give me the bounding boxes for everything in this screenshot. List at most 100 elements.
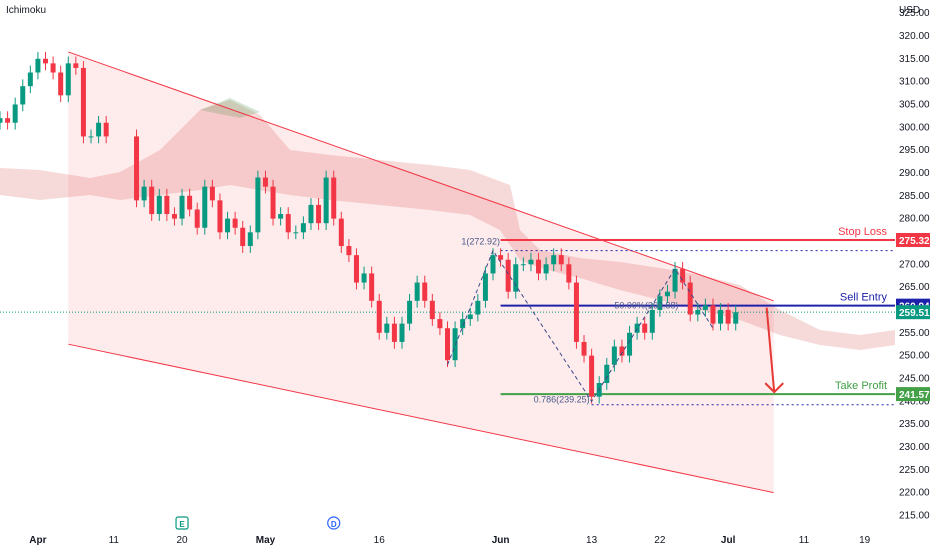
- candle-body[interactable]: [331, 177, 337, 219]
- candle-body[interactable]: [141, 186, 147, 201]
- candle-body[interactable]: [316, 204, 322, 224]
- candle-body[interactable]: [680, 268, 686, 283]
- candle-body[interactable]: [566, 264, 572, 283]
- candle-body[interactable]: [149, 186, 155, 215]
- candle-body[interactable]: [217, 200, 223, 233]
- candle-body[interactable]: [96, 122, 102, 137]
- candle-body[interactable]: [429, 300, 435, 320]
- candle-body[interactable]: [604, 364, 610, 384]
- candle-body[interactable]: [240, 227, 246, 247]
- time-axis[interactable]: Apr 11 20 May 16 Jun 13 22 Jul 11 19 E D: [29, 516, 871, 546]
- candle-body[interactable]: [164, 195, 170, 215]
- candle-body[interactable]: [490, 255, 496, 274]
- candle-body[interactable]: [695, 309, 701, 315]
- candle-body[interactable]: [649, 309, 655, 333]
- candle-body[interactable]: [171, 214, 177, 219]
- candle-body[interactable]: [543, 264, 549, 274]
- candle-body[interactable]: [642, 323, 648, 333]
- candle-body[interactable]: [80, 67, 86, 137]
- candle-body[interactable]: [308, 204, 314, 224]
- trade-levels[interactable]: Stop Loss Sell Entry Take Profit: [0, 226, 895, 406]
- candle-body[interactable]: [346, 246, 352, 256]
- candle-body[interactable]: [589, 355, 595, 397]
- descending-channel[interactable]: [68, 51, 774, 494]
- candle-body[interactable]: [498, 255, 504, 260]
- candle-body[interactable]: [672, 268, 678, 292]
- candle-body[interactable]: [232, 218, 238, 228]
- candle-body[interactable]: [664, 291, 670, 297]
- candle-body[interactable]: [611, 346, 617, 365]
- candle-body[interactable]: [634, 323, 640, 333]
- candle-body[interactable]: [460, 319, 466, 329]
- candle-body[interactable]: [255, 177, 261, 233]
- candle-body[interactable]: [536, 259, 542, 274]
- candle-body[interactable]: [369, 273, 375, 301]
- price-axis[interactable]: 325.00 320.00 315.00 310.00 305.00 300.00 295.…: [896, 8, 930, 521]
- candle-body[interactable]: [437, 319, 443, 329]
- channel-upper-line[interactable]: [68, 51, 774, 302]
- candle-body[interactable]: [513, 264, 519, 292]
- candle-body[interactable]: [558, 255, 564, 265]
- price-badge[interactable]: [896, 232, 930, 247]
- candle-body[interactable]: [300, 223, 306, 233]
- channel-lower-line[interactable]: [68, 343, 774, 494]
- candle-body[interactable]: [209, 186, 215, 201]
- candle-body[interactable]: [445, 328, 450, 361]
- candle-body[interactable]: [475, 300, 481, 315]
- candle-body[interactable]: [338, 218, 344, 247]
- candle-body[interactable]: [520, 264, 526, 266]
- candle-body[interactable]: [179, 195, 185, 219]
- candle-body[interactable]: [467, 314, 473, 320]
- candle-body[interactable]: [733, 312, 739, 324]
- candle-body[interactable]: [0, 118, 3, 123]
- candle-body[interactable]: [573, 282, 579, 342]
- candle-body[interactable]: [687, 282, 693, 315]
- price-badge[interactable]: [896, 305, 930, 320]
- candle-body[interactable]: [422, 282, 428, 301]
- candle-body[interactable]: [414, 282, 420, 301]
- candle-body[interactable]: [20, 86, 26, 105]
- candle-body[interactable]: [35, 58, 41, 73]
- candle-body[interactable]: [27, 72, 33, 87]
- candle-body[interactable]: [43, 58, 49, 64]
- candlestick-series[interactable]: [0, 51, 739, 404]
- candle-body[interactable]: [702, 305, 708, 310]
- candle-body[interactable]: [247, 232, 253, 247]
- candle-body[interactable]: [50, 63, 56, 73]
- candle-body[interactable]: [627, 332, 633, 356]
- candle-body[interactable]: [353, 255, 359, 283]
- candle-body[interactable]: [710, 305, 716, 324]
- candle-body[interactable]: [73, 63, 79, 68]
- earnings-marker[interactable]: [175, 516, 189, 530]
- candle-body[interactable]: [361, 273, 367, 283]
- candle-body[interactable]: [156, 195, 162, 215]
- candle-body[interactable]: [202, 186, 208, 228]
- candle-body[interactable]: [88, 136, 94, 138]
- candle-body[interactable]: [407, 300, 413, 324]
- candle-body[interactable]: [482, 273, 488, 301]
- candle-body[interactable]: [12, 104, 18, 123]
- candle-body[interactable]: [278, 214, 284, 219]
- candle-body[interactable]: [452, 328, 458, 361]
- candle-body[interactable]: [384, 323, 390, 333]
- candle-body[interactable]: [103, 122, 109, 137]
- indicator-label[interactable]: Ichimoku: [6, 5, 47, 16]
- candle-body[interactable]: [293, 232, 299, 234]
- candle-body[interactable]: [194, 209, 200, 228]
- price-badge[interactable]: [896, 387, 930, 402]
- candle-body[interactable]: [581, 341, 587, 356]
- candle-body[interactable]: [619, 346, 625, 356]
- candle-body[interactable]: [391, 323, 397, 342]
- candle-body[interactable]: [528, 259, 534, 265]
- candle-body[interactable]: [187, 195, 193, 210]
- candle-body[interactable]: [262, 177, 268, 187]
- dividend-marker[interactable]: [327, 516, 341, 530]
- candle-body[interactable]: [323, 177, 329, 224]
- candle-body[interactable]: [376, 300, 382, 333]
- candle-body[interactable]: [58, 72, 64, 96]
- candle-body[interactable]: [505, 259, 511, 292]
- candle-body[interactable]: [134, 136, 140, 201]
- candle-body[interactable]: [551, 255, 557, 265]
- candle-body[interactable]: [657, 296, 663, 310]
